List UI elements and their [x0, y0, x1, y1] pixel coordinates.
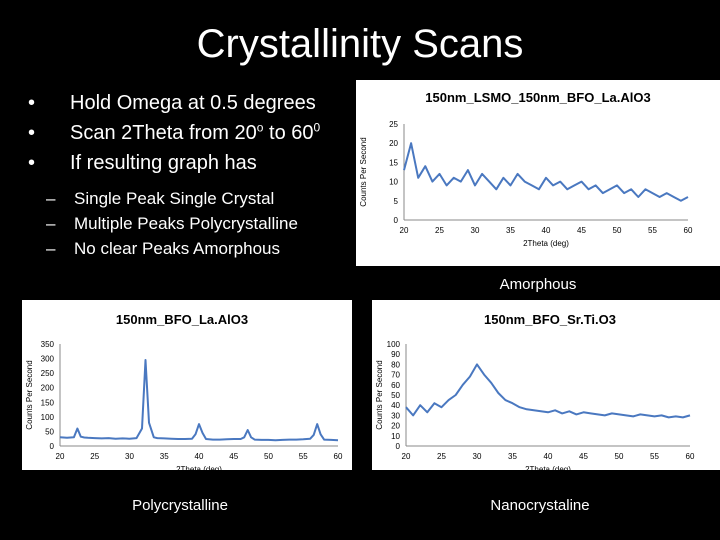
x-tick-label: 45	[229, 452, 238, 461]
y-tick-label: 10	[391, 432, 400, 441]
y-tick-label: 25	[389, 120, 398, 129]
y-tick-label: 0	[50, 442, 55, 451]
y-tick-label: 0	[396, 442, 401, 451]
series-line	[59, 359, 339, 442]
y-tick-label: 300	[41, 355, 55, 364]
y-tick-label: 80	[391, 360, 400, 369]
chart-svg: 150nm_BFO_Sr.Ti.O30102030405060708090100…	[375, 312, 695, 470]
x-tick-label: 30	[125, 452, 134, 461]
y-tick-label: 5	[394, 197, 399, 206]
bullet-text: Hold Omega at 0.5 degrees	[70, 92, 316, 114]
y-tick-label: 20	[391, 422, 400, 431]
x-tick-label: 25	[435, 226, 444, 235]
x-tick-label: 60	[684, 226, 693, 235]
x-tick-label: 40	[544, 452, 553, 461]
bullet-resulting-graph: • If resulting graph has	[28, 148, 368, 178]
y-tick-label: 150	[41, 398, 55, 407]
x-tick-label: 50	[264, 452, 273, 461]
bullet-text-mid: to 60	[263, 122, 314, 144]
x-tick-label: 25	[437, 452, 446, 461]
y-tick-label: 90	[391, 350, 400, 359]
x-tick-label: 50	[615, 452, 624, 461]
caption-polycrystalline: Polycrystalline	[132, 497, 228, 514]
x-tick-label: 55	[648, 226, 657, 235]
sub-bullet-marker: –	[46, 189, 56, 208]
sub-bullet-no-peaks: – No clear Peaks Amorphous	[28, 236, 368, 261]
chart-bfo-srtio3: 150nm_BFO_Sr.Ti.O3 0 10 20 30 40 50 60 70 80 90 100…	[372, 300, 720, 470]
bullet-scan-2theta: • Scan 2Theta from 20o to 600	[28, 118, 368, 148]
degree-superscript: 0	[313, 120, 321, 135]
chart-title: 150nm_BFO_La.AlO3	[116, 312, 248, 327]
x-tick-label: 45	[577, 226, 586, 235]
y-tick-label: 15	[389, 158, 398, 167]
y-tick-label: 100	[41, 413, 55, 422]
y-tick-label: 70	[391, 371, 400, 380]
sub-bullet-text: Multiple Peaks Polycrystalline	[74, 214, 298, 233]
bullet-text: Scan 2Theta from 20	[70, 122, 257, 144]
sub-bullet-marker: –	[46, 239, 56, 258]
slide-title: Crystallinity Scans	[196, 22, 524, 66]
bullet-list: • Hold Omega at 0.5 degrees • Scan 2Thet…	[28, 88, 368, 261]
y-tick-label: 350	[41, 340, 55, 349]
series-line	[403, 142, 689, 202]
bullet-marker: •	[28, 152, 36, 174]
chart-bfo-laalo3: 150nm_BFO_La.AlO3 0 50 100 150 200 250 300 350 20…	[22, 300, 352, 470]
chart-title: 150nm_BFO_Sr.Ti.O3	[484, 312, 616, 327]
y-tick-label: 20	[389, 139, 398, 148]
y-tick-label: 250	[41, 369, 55, 378]
x-tick-label: 30	[471, 226, 480, 235]
x-axis-label: 2Theta (deg)	[523, 239, 569, 248]
y-tick-label: 100	[387, 340, 401, 349]
sub-bullet-list: – Single Peak Single Crystal – Multiple …	[28, 186, 368, 261]
caption-nanocrystaline: Nanocrystaline	[490, 497, 590, 514]
series-line	[405, 363, 691, 419]
sub-bullet-marker: –	[46, 214, 56, 233]
y-tick-label: 200	[41, 384, 55, 393]
y-tick-label: 40	[391, 401, 400, 410]
y-axis-label: Counts Per Second	[359, 137, 368, 206]
y-tick-label: 50	[391, 391, 400, 400]
sub-bullet-single-peak: – Single Peak Single Crystal	[28, 186, 368, 211]
bullet-text: If resulting graph has	[70, 152, 257, 174]
y-tick-label: 0	[394, 216, 399, 225]
bullet-hold-omega: • Hold Omega at 0.5 degrees	[28, 88, 368, 118]
x-tick-label: 55	[299, 452, 308, 461]
y-tick-label: 10	[389, 178, 398, 187]
x-tick-label: 45	[579, 452, 588, 461]
sub-bullet-text: No clear Peaks Amorphous	[74, 239, 280, 258]
x-tick-label: 20	[402, 452, 411, 461]
x-tick-label: 25	[90, 452, 99, 461]
x-axis-label: 2Theta (deg)	[176, 465, 222, 470]
degree-superscript: o	[256, 120, 264, 135]
x-tick-label: 20	[56, 452, 65, 461]
x-tick-label: 55	[650, 452, 659, 461]
y-tick-label: 50	[45, 427, 54, 436]
y-tick-label: 60	[391, 381, 400, 390]
y-axis-label: Counts Per Second	[375, 360, 384, 429]
bullet-marker: •	[28, 122, 36, 144]
x-tick-label: 40	[195, 452, 204, 461]
chart-title: 150nm_LSMO_150nm_BFO_La.AlO3	[425, 90, 650, 105]
x-tick-label: 60	[334, 452, 343, 461]
x-tick-label: 35	[506, 226, 515, 235]
x-tick-label: 35	[160, 452, 169, 461]
chart-lsmo-bfo-laalo3: 150nm_LSMO_150nm_BFO_La.AlO3 0 5 10 15 20 25 20…	[356, 80, 720, 266]
y-tick-label: 30	[391, 411, 400, 420]
caption-amorphous: Amorphous	[499, 276, 577, 293]
sub-bullet-multiple-peaks: – Multiple Peaks Polycrystalline	[28, 211, 368, 236]
sub-bullet-text: Single Peak Single Crystal	[74, 189, 275, 208]
x-axis-label: 2Theta (deg)	[525, 465, 571, 470]
x-tick-label: 35	[508, 452, 517, 461]
x-tick-label: 40	[542, 226, 551, 235]
x-tick-label: 20	[400, 226, 409, 235]
chart-svg: 150nm_BFO_La.AlO3 0 50 100 150 200 250 300 350 20…	[25, 312, 343, 470]
bullet-marker: •	[28, 92, 36, 114]
x-tick-label: 50	[613, 226, 622, 235]
chart-svg: 150nm_LSMO_150nm_BFO_La.AlO3 0 5 10 15 20 25 20…	[359, 90, 693, 248]
x-tick-label: 30	[473, 452, 482, 461]
x-tick-label: 60	[686, 452, 695, 461]
y-axis-label: Counts Per Second	[25, 360, 34, 429]
